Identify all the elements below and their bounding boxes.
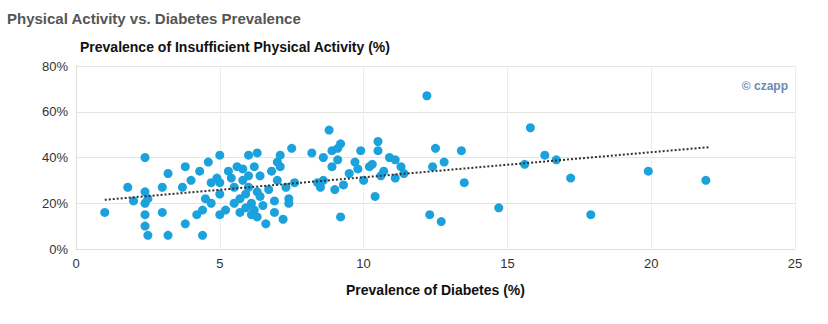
svg-text:© czapp: © czapp bbox=[742, 79, 788, 93]
svg-text:0%: 0% bbox=[49, 242, 68, 257]
svg-text:40%: 40% bbox=[42, 150, 68, 165]
svg-text:Prevalence of Insufficient Phy: Prevalence of Insufficient Physical Acti… bbox=[80, 39, 390, 55]
svg-text:10: 10 bbox=[356, 256, 370, 271]
svg-text:Physical Activity vs. Diabetes: Physical Activity vs. Diabetes Prevalenc… bbox=[7, 10, 301, 27]
svg-text:5: 5 bbox=[216, 256, 223, 271]
svg-text:80%: 80% bbox=[42, 59, 68, 74]
svg-text:60%: 60% bbox=[42, 104, 68, 119]
svg-text:Prevalence of Diabetes (%): Prevalence of Diabetes (%) bbox=[346, 282, 525, 298]
svg-text:20: 20 bbox=[644, 256, 658, 271]
svg-text:25: 25 bbox=[788, 256, 802, 271]
svg-text:0: 0 bbox=[72, 256, 79, 271]
svg-text:15: 15 bbox=[500, 256, 514, 271]
svg-text:20%: 20% bbox=[42, 196, 68, 211]
